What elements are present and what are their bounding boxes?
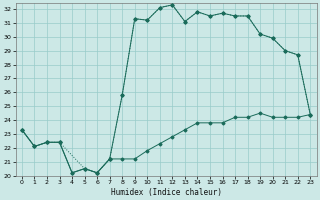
X-axis label: Humidex (Indice chaleur): Humidex (Indice chaleur) — [111, 188, 221, 197]
